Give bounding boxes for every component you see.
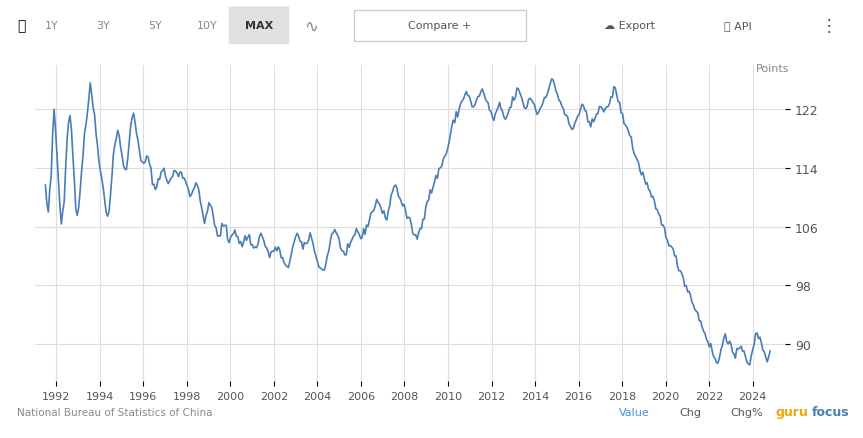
Text: 🗄 API: 🗄 API <box>724 21 752 31</box>
Text: MAX: MAX <box>245 21 273 31</box>
Text: Value: Value <box>619 407 650 417</box>
Bar <box>354 11 526 42</box>
Text: 1Y: 1Y <box>45 21 59 31</box>
Text: 5Y: 5Y <box>148 21 162 31</box>
Text: Points: Points <box>756 64 790 74</box>
Text: Compare +: Compare + <box>408 21 472 31</box>
Text: focus: focus <box>811 405 849 418</box>
Text: ∿: ∿ <box>304 17 318 35</box>
Text: 3Y: 3Y <box>97 21 110 31</box>
Text: National Bureau of Statistics of China: National Bureau of Statistics of China <box>17 407 213 417</box>
Text: Chg: Chg <box>679 407 702 417</box>
Text: 10Y: 10Y <box>197 21 217 31</box>
FancyBboxPatch shape <box>229 7 289 45</box>
Text: 📅: 📅 <box>17 19 26 33</box>
Text: Chg%: Chg% <box>730 407 763 417</box>
Text: guru: guru <box>776 405 809 418</box>
Text: ☁ Export: ☁ Export <box>604 21 656 31</box>
Text: ⋮: ⋮ <box>820 17 837 35</box>
